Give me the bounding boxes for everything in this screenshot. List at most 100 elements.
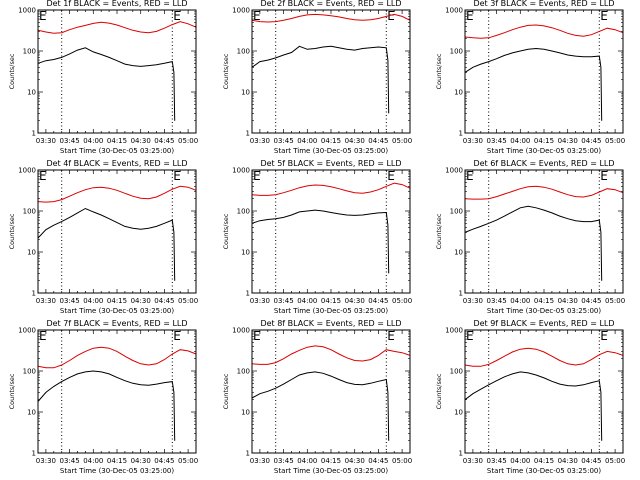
chart-title: Det 5f BLACK = Events, RED = LLD [260,159,401,168]
y-tick-label: 100 [237,48,250,56]
events-series-line [464,47,603,121]
events-series-line [251,209,390,274]
x-tick-label: 04:30 [131,297,151,305]
marker-label-right: E [600,329,608,343]
x-axis-label: Start Time (30-Dec-05 03:25:00) [60,467,174,475]
chart-panel-4: Det 4f BLACK = Events, RED = LLD Counts/s… [8,159,198,315]
chart-panel-2: Det 2f BLACK = Events, RED = LLD Counts/s… [222,0,412,155]
y-tick-label: 10 [241,249,250,257]
x-tick-label: 04:15 [534,137,554,145]
x-tick-label: 05:00 [605,457,625,465]
y-tick-label: 100 [23,368,36,376]
x-tick-label: 04:00 [297,297,317,305]
x-tick-label: 05:00 [178,297,198,305]
y-tick-label: 1000 [232,167,250,175]
x-tick-label: 03:45 [487,457,507,465]
y-tick-label: 10 [27,249,36,257]
chart-title: Det 3f BLACK = Events, RED = LLD [473,0,614,8]
x-tick-label: 04:45 [154,457,174,465]
y-tick-label: 10 [454,89,463,97]
y-tick-label: 100 [450,368,463,376]
x-tick-label: 04:30 [558,137,578,145]
plot-frame [251,169,411,294]
plot-frame [251,9,411,134]
x-tick-label: 03:30 [463,137,483,145]
y-tick-label: 1000 [18,167,36,175]
y-tick-label: 100 [237,368,250,376]
lld-series-line [37,21,197,34]
y-tick-label: 1 [459,290,463,298]
x-tick-label: 03:30 [250,297,270,305]
chart-panel-8: Det 8f BLACK = Events, RED = LLD Counts/s… [222,319,412,475]
x-tick-label: 04:45 [368,297,388,305]
plot-frame [464,9,624,134]
y-axis-label: Counts/sec [222,373,230,409]
x-axis-label: Start Time (30-Dec-05 03:25:00) [487,307,601,315]
marker-label-left: E [253,9,261,23]
x-tick-label: 05:00 [605,137,625,145]
events-series-line [464,205,603,281]
x-axis-label: Start Time (30-Dec-05 03:25:00) [60,147,174,155]
x-tick-label: 04:15 [107,137,127,145]
lld-series-line [464,185,624,200]
x-tick-label: 04:00 [297,137,317,145]
x-tick-label: 05:00 [605,297,625,305]
events-series-line [464,371,603,441]
marker-label-right: E [600,9,608,23]
x-tick-label: 03:30 [36,137,56,145]
x-tick-label: 03:45 [487,137,507,145]
marker-label-left: E [253,329,261,343]
x-tick-label: 05:00 [392,297,412,305]
x-tick-label: 04:30 [345,457,365,465]
y-tick-label: 1000 [18,7,36,15]
lld-series-line [464,347,624,367]
y-tick-label: 10 [454,409,463,417]
lld-series-line [251,345,411,365]
x-tick-label: 03:45 [60,137,80,145]
x-tick-label: 04:45 [154,137,174,145]
marker-label-right: E [387,9,395,23]
x-axis-label: Start Time (30-Dec-05 03:25:00) [274,147,388,155]
x-tick-label: 05:00 [392,137,412,145]
chart-title: Det 8f BLACK = Events, RED = LLD [260,319,401,328]
x-tick-label: 04:45 [154,297,174,305]
y-axis-label: Counts/sec [222,53,230,89]
y-tick-label: 1 [459,130,463,138]
y-tick-label: 1000 [232,327,250,335]
marker-label-right: E [173,329,181,343]
y-tick-label: 1000 [232,7,250,15]
events-series-line [37,370,176,441]
y-tick-label: 100 [23,48,36,56]
x-tick-label: 05:00 [392,457,412,465]
marker-label-left: E [466,169,474,183]
chart-panel-1: Det 1f BLACK = Events, RED = LLD Counts/s… [8,0,198,155]
x-tick-label: 03:30 [463,457,483,465]
x-tick-label: 03:30 [250,457,270,465]
marker-label-left: E [39,329,47,343]
y-tick-label: 1 [32,450,36,458]
marker-label-right: E [173,169,181,183]
x-tick-label: 04:15 [534,457,554,465]
x-tick-label: 03:45 [274,137,294,145]
y-axis-label: Counts/sec [8,373,16,409]
chart-panel-7: Det 7f BLACK = Events, RED = LLD Counts/s… [8,319,198,475]
marker-label-left: E [466,329,474,343]
chart-title: Det 1f BLACK = Events, RED = LLD [46,0,187,8]
lld-series-line [37,346,197,369]
y-tick-label: 1 [459,450,463,458]
plot-frame [464,329,624,454]
y-tick-label: 10 [241,89,250,97]
x-tick-label: 03:30 [36,457,56,465]
x-tick-label: 03:30 [36,297,56,305]
y-axis-label: Counts/sec [8,213,16,249]
x-tick-label: 03:45 [60,297,80,305]
y-axis-label: Counts/sec [435,213,443,249]
y-tick-label: 1000 [18,327,36,335]
events-series-line [251,371,390,441]
x-tick-label: 04:00 [510,137,530,145]
x-tick-label: 04:30 [558,457,578,465]
x-tick-label: 04:15 [107,457,127,465]
marker-label-right: E [600,169,608,183]
marker-label-left: E [253,169,261,183]
x-tick-label: 04:15 [321,297,341,305]
